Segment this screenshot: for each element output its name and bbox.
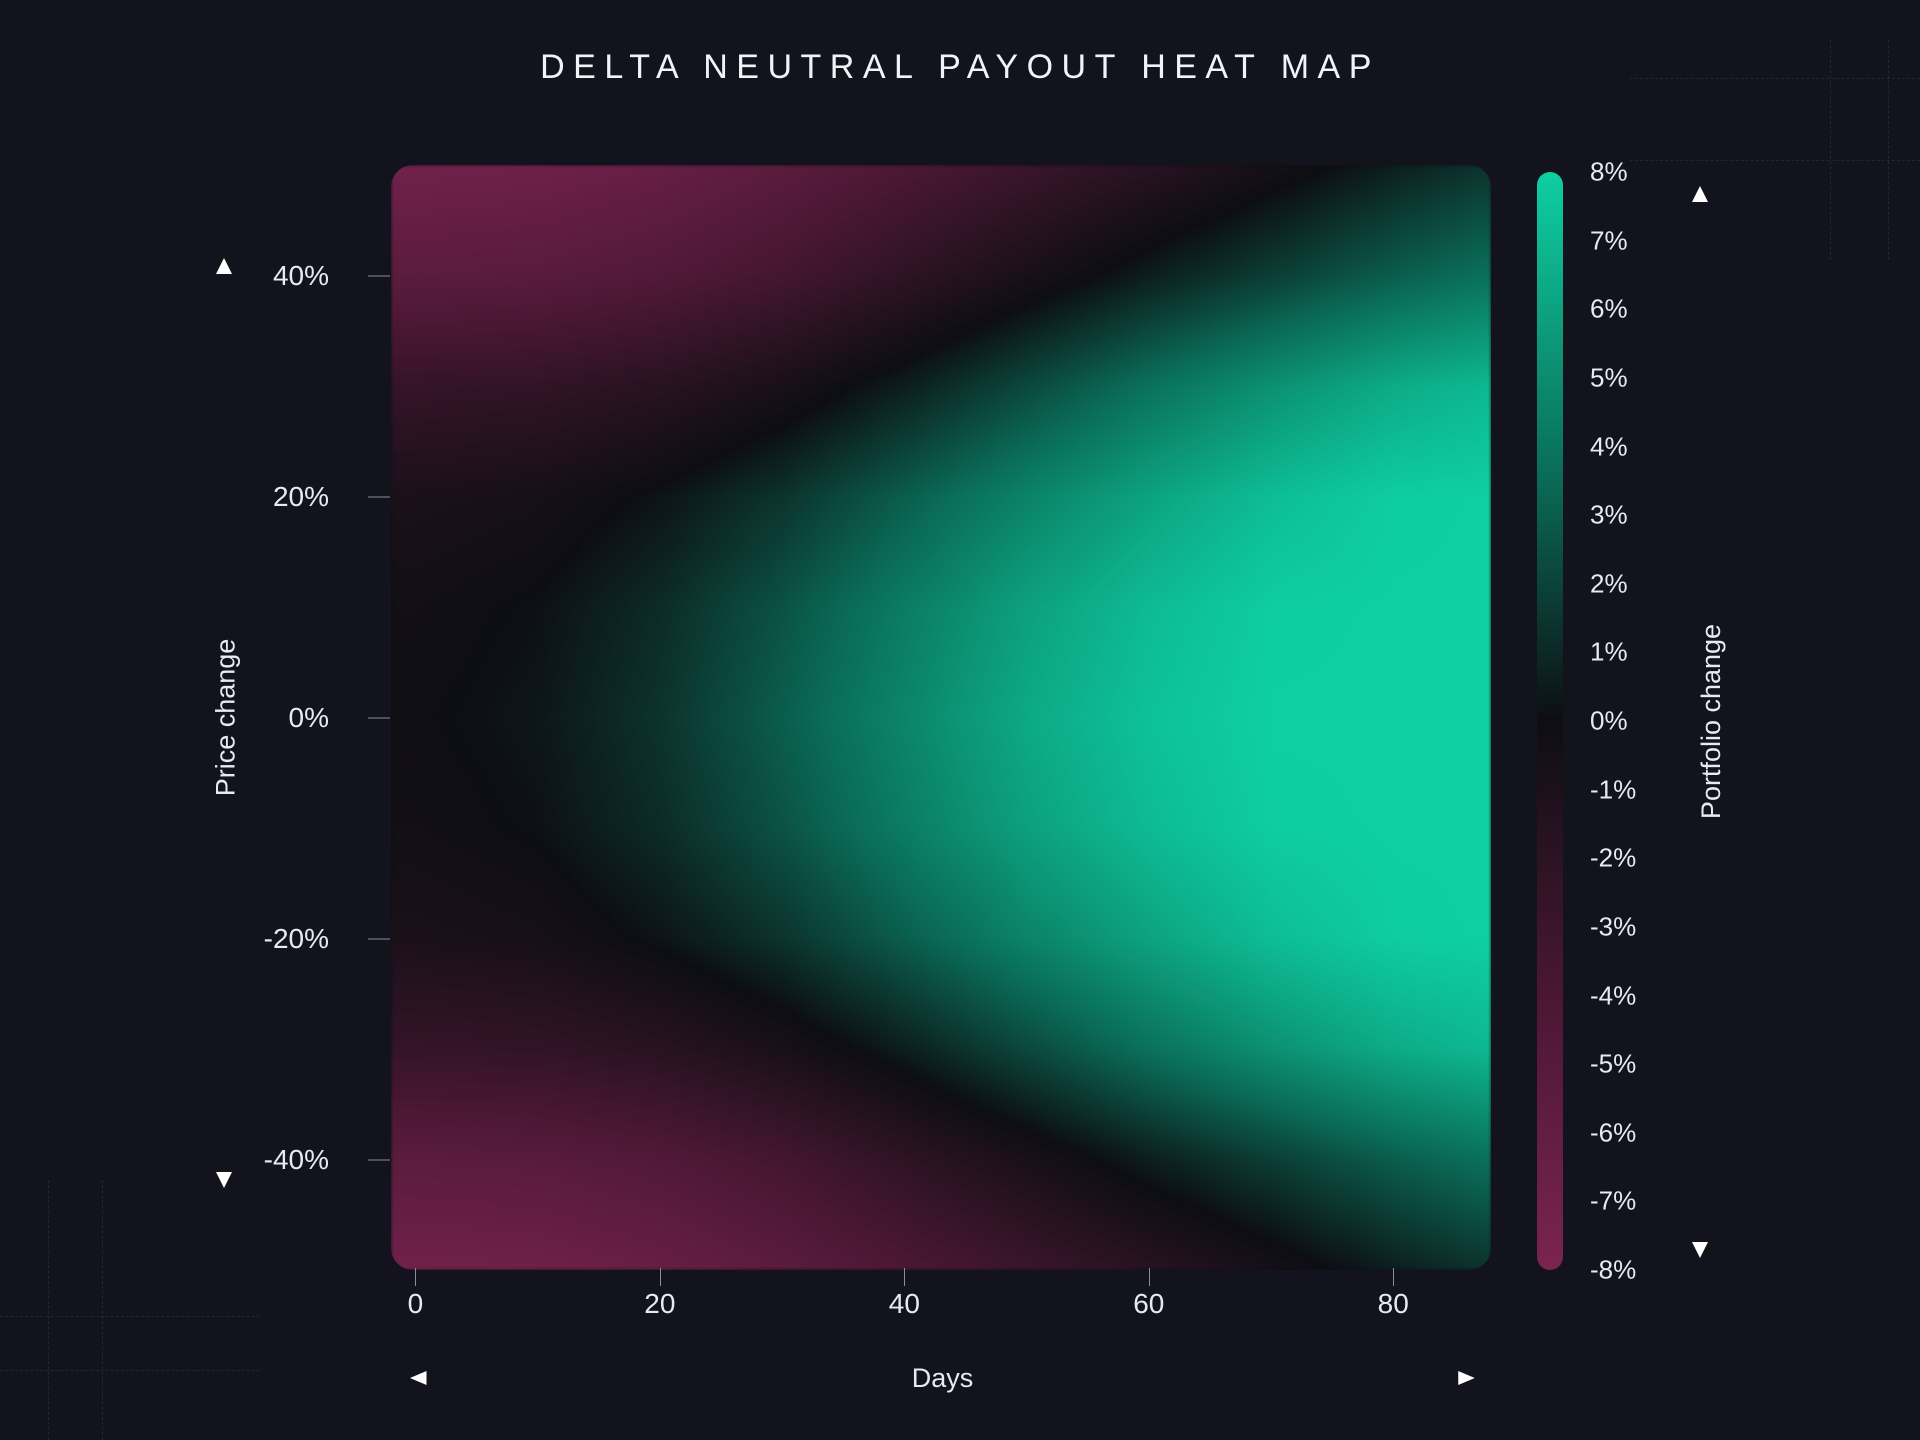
deco-hline: [1630, 160, 1920, 161]
y-axis-tick-label: 40%: [272, 259, 329, 291]
colorbar-tick-label: -4%: [1590, 980, 1637, 1010]
y-axis-tick-mark: [368, 938, 390, 939]
y-axis-tick-label: 0%: [288, 701, 329, 733]
colorbar-gradient: [1537, 172, 1563, 1270]
colorbar-tick-label: -2%: [1590, 842, 1637, 873]
colorbar-tick-label: -6%: [1590, 1117, 1637, 1148]
x-axis-arrow-left: [410, 1367, 882, 1389]
y-axis-title-text: Price change: [210, 638, 241, 797]
colorbar-tick-label: 2%: [1590, 568, 1628, 599]
x-axis-title-row: Days: [410, 1355, 1476, 1401]
colorbar-title-text: Portfolio change: [1696, 623, 1727, 819]
y-axis-direction-arrow: [212, 258, 236, 1188]
y-axis-tick-label: -40%: [263, 1143, 329, 1175]
y-axis-tick-mark: [368, 1159, 390, 1160]
x-axis-tick-mark: [1393, 1268, 1395, 1286]
x-axis-tick-mark: [1148, 1268, 1150, 1286]
x-axis-tick-label: 40: [888, 1288, 920, 1319]
colorbar-tick-label: 8%: [1590, 156, 1628, 187]
deco-hline: [0, 1316, 260, 1317]
x-axis-tick-labels: 0 20 40 60 80: [391, 1288, 1491, 1334]
deco-vline: [102, 1180, 103, 1440]
y-axis-tick-labels: 40% 20% 0% -20% -40%: [230, 165, 365, 1270]
x-axis-title-text: Days: [911, 1362, 974, 1393]
y-axis-tick-mark: [368, 496, 390, 497]
x-axis-tick-mark: [415, 1268, 417, 1286]
deco-vline: [48, 1180, 49, 1440]
colorbar-tick-label: 0%: [1590, 705, 1628, 736]
y-axis-tick-label: 20%: [272, 480, 329, 512]
x-axis-tick-mark: [659, 1268, 661, 1286]
colorbar-tick-label: 3%: [1590, 499, 1628, 530]
page-title: DELTA NEUTRAL PAYOUT HEAT MAP: [540, 48, 1380, 86]
x-axis-tick-label: 0: [407, 1288, 424, 1319]
colorbar-tick-label: 4%: [1590, 431, 1628, 461]
colorbar-tick-label: 6%: [1590, 293, 1628, 324]
colorbar-title: Portfolio change: [1672, 172, 1752, 1270]
colorbar-tick-label: -3%: [1590, 911, 1637, 942]
colorbar-direction-arrow: [1688, 186, 1712, 1258]
colorbar-tick-label: 5%: [1590, 362, 1628, 393]
colorbar-tick-label: -1%: [1590, 774, 1637, 805]
y-axis-tick-marks: [366, 165, 392, 1270]
colorbar-tick-label: -7%: [1590, 1185, 1637, 1216]
x-axis-tick-label: 20: [644, 1288, 676, 1319]
colorbar-tick-label: -8%: [1590, 1254, 1637, 1285]
heatmap-plot-area: [391, 165, 1491, 1270]
deco-hline: [0, 1370, 260, 1371]
x-axis-tick-label: 60: [1133, 1288, 1165, 1319]
heatmap-canvas: [391, 165, 1491, 1270]
x-axis-tick-mark: [904, 1268, 906, 1286]
y-axis-tick-mark: [368, 275, 390, 276]
colorbar-tick-label: -5%: [1590, 1048, 1637, 1079]
colorbar-tick-labels: 8% 7% 6% 5% 4% 3% 2% 1% 0% -1% -2% -3% -4% -5% -6% -7% -…: [1578, 157, 1688, 1285]
colorbar-tick-label: 1%: [1590, 636, 1628, 667]
x-axis-arrow-right: [1003, 1367, 1476, 1389]
x-axis-tick-marks: [391, 1268, 1491, 1288]
x-axis-tick-label: 80: [1377, 1288, 1409, 1319]
colorbar-tick-label: 7%: [1590, 225, 1628, 256]
y-axis-title: Price change: [186, 165, 266, 1270]
y-axis-tick-mark: [368, 717, 390, 718]
y-axis-tick-label: -20%: [263, 922, 329, 954]
